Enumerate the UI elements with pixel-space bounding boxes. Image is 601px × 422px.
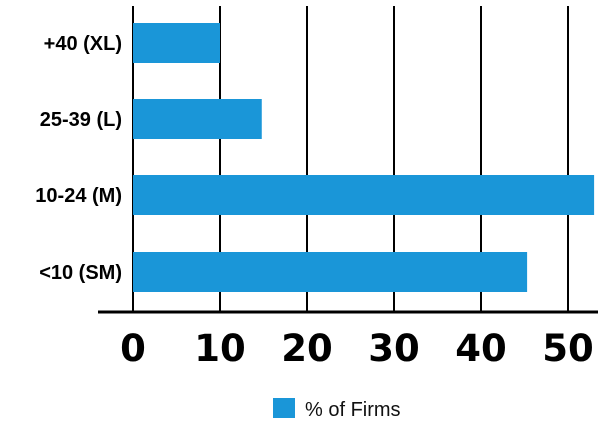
tick-labels: 0 10 20 30 40 50 (120, 327, 594, 370)
category-label: 25-39 (L) (40, 109, 122, 131)
bar-1 (133, 23, 220, 63)
x-tick-label: 10 (194, 327, 246, 370)
category-label: <10 (SM) (39, 262, 122, 284)
legend-swatch (273, 398, 295, 418)
bar-2 (133, 99, 262, 139)
category-label: +40 (XL) (44, 33, 122, 55)
bar-3 (133, 175, 595, 215)
bars (133, 23, 595, 292)
x-tick-label: 50 (542, 327, 594, 370)
category-label: 10-24 (M) (35, 185, 122, 207)
x-tick-label: 40 (455, 327, 507, 370)
x-tick-label: 0 (120, 327, 146, 370)
category-labels: +40 (XL) 25-39 (L) 10-24 (M) <10 (SM) (35, 33, 122, 284)
x-tick-label: 30 (368, 327, 420, 370)
legend-label: % of Firms (305, 399, 401, 421)
x-tick-label: 20 (281, 327, 333, 370)
bar-4 (133, 252, 528, 292)
legend: % of Firms (273, 398, 401, 421)
